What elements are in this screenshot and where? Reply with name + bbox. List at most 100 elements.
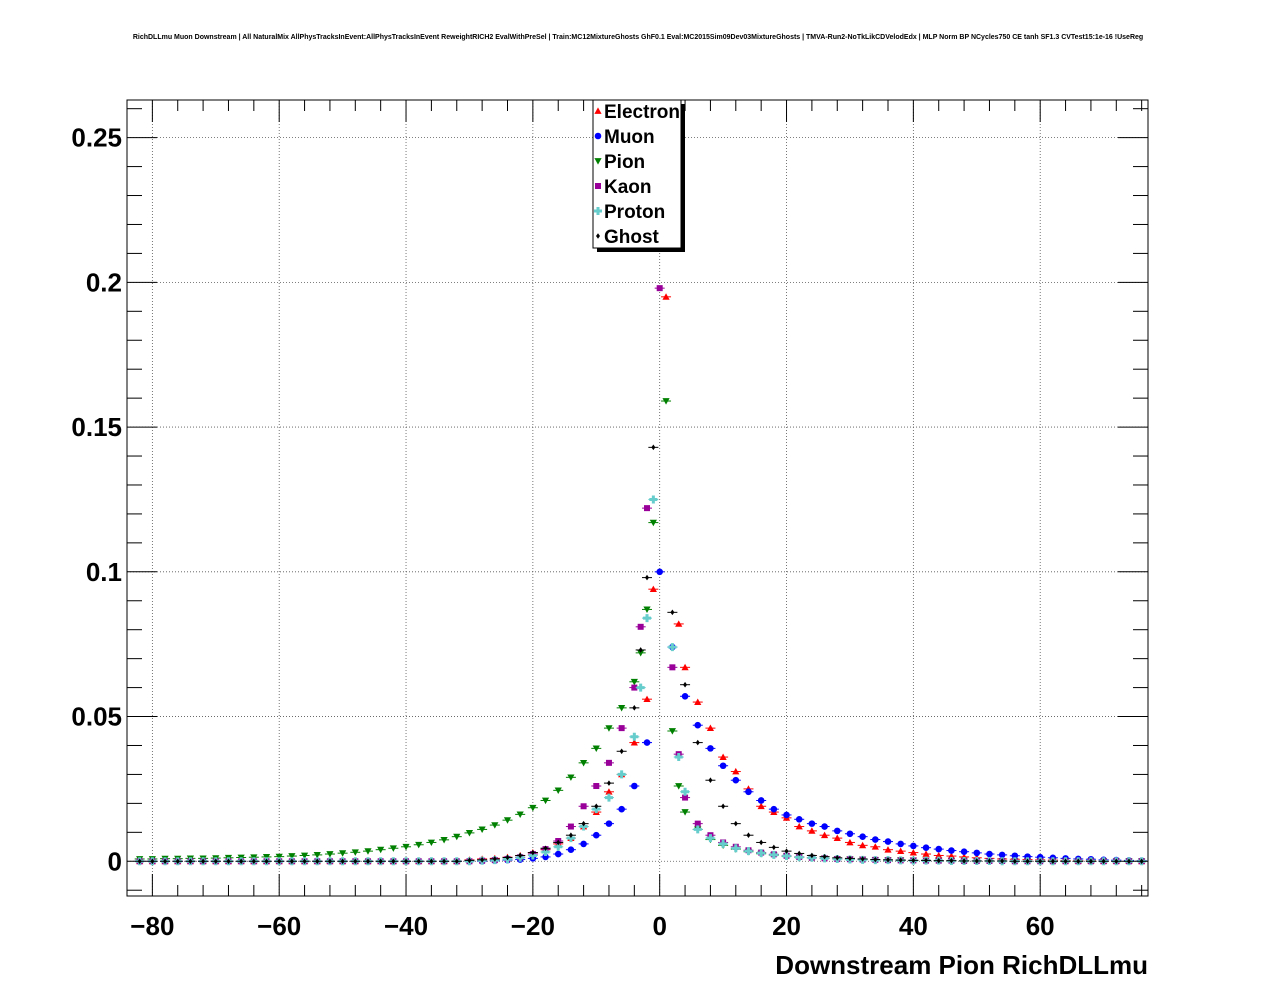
data-point (605, 725, 613, 732)
data-point (503, 817, 512, 824)
data-point (429, 858, 434, 865)
data-point (910, 842, 917, 850)
data-point (795, 822, 803, 830)
data-point (719, 839, 728, 848)
data-point (732, 767, 740, 775)
data-point (1063, 858, 1068, 865)
data-point (427, 839, 435, 847)
data-point (744, 847, 753, 856)
data-point (213, 858, 218, 865)
data-point (732, 776, 740, 784)
data-point (339, 850, 347, 857)
data-point (643, 606, 651, 614)
data-point (808, 827, 816, 834)
data-point (239, 858, 244, 865)
data-point (731, 844, 740, 853)
data-point (885, 857, 890, 863)
data-point (872, 836, 879, 843)
data-point (617, 770, 626, 779)
data-point (592, 805, 601, 814)
data-point (860, 856, 865, 862)
data-point (670, 609, 675, 616)
data-point (871, 843, 879, 850)
data-point (353, 858, 358, 865)
data-point (783, 811, 790, 819)
data-point (188, 858, 193, 865)
data-point (1000, 858, 1005, 864)
data-point (605, 820, 613, 827)
data-point (566, 834, 575, 843)
data-point (404, 858, 409, 865)
legend-label: Kaon (604, 177, 652, 198)
data-point (619, 748, 624, 755)
data-point (605, 788, 613, 795)
legend: Electron Muon Pion Kaon Proton Ghost (592, 99, 685, 252)
data-point (822, 853, 827, 860)
data-point (675, 783, 683, 790)
data-point (453, 833, 461, 841)
data-point (973, 849, 981, 857)
data-point (541, 848, 550, 857)
data-point (175, 858, 180, 865)
data-point (859, 841, 867, 849)
legend-marker (594, 132, 602, 140)
data-point (567, 846, 575, 853)
data-point (669, 664, 676, 671)
data-point (721, 803, 726, 810)
data-point (315, 858, 320, 865)
data-point (1025, 858, 1030, 865)
data-point (1012, 858, 1017, 865)
data-point (415, 841, 423, 849)
series-ghost (134, 444, 1147, 865)
data-point (1011, 852, 1019, 860)
data-point (594, 803, 599, 810)
data-point (580, 803, 587, 810)
data-point (746, 832, 751, 839)
data-point (987, 858, 992, 864)
data-point (681, 692, 689, 700)
axes: −80 −60 −40 −20 0 20 40 60 0 0.05 0.1 0.15 0.2 0.25 (71, 100, 1148, 941)
legend-marker (594, 158, 602, 165)
data-point (631, 684, 638, 691)
y-tick-label: 0 (108, 846, 122, 876)
data-point (682, 794, 689, 801)
data-point (656, 285, 663, 292)
data-points (134, 285, 1147, 866)
data-point (492, 856, 497, 862)
data-point (745, 788, 752, 796)
data-point (327, 858, 332, 865)
data-point (365, 858, 370, 865)
x-tick-label: 40 (899, 911, 928, 941)
data-point (378, 858, 383, 865)
data-point (605, 759, 612, 766)
data-point (707, 745, 714, 752)
x-tick-label: 20 (772, 911, 801, 941)
data-point (795, 853, 804, 862)
data-point (897, 840, 904, 848)
data-point (592, 745, 600, 752)
x-tick-label: 60 (1026, 911, 1055, 941)
data-point (949, 857, 954, 864)
data-point (643, 695, 651, 703)
data-point (846, 838, 854, 846)
data-point (1101, 858, 1106, 865)
legend-label: Proton (604, 202, 665, 223)
data-point (948, 847, 955, 854)
data-point (606, 780, 611, 786)
data-point (402, 843, 410, 851)
data-point (630, 678, 638, 686)
data-point (632, 705, 637, 711)
data-point (694, 820, 701, 827)
data-point (662, 293, 670, 300)
data-point (567, 774, 575, 781)
y-tick-label: 0.1 (86, 557, 122, 587)
data-point (668, 643, 677, 652)
data-point (924, 857, 929, 864)
data-point (300, 852, 309, 860)
data-point (377, 846, 385, 854)
data-point (1038, 858, 1043, 865)
data-point (226, 858, 231, 865)
data-point (530, 849, 535, 856)
data-point (835, 854, 840, 861)
